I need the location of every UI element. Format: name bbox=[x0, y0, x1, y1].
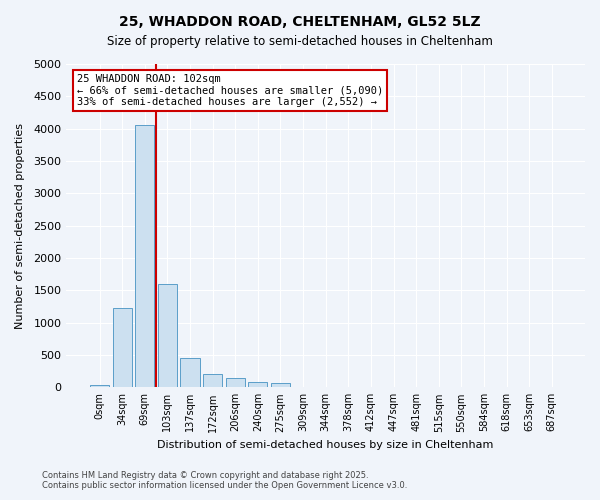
Bar bbox=[203, 374, 222, 388]
Bar bbox=[181, 358, 200, 388]
Text: Contains HM Land Registry data © Crown copyright and database right 2025.
Contai: Contains HM Land Registry data © Crown c… bbox=[42, 470, 407, 490]
Y-axis label: Number of semi-detached properties: Number of semi-detached properties bbox=[15, 122, 25, 328]
Bar bbox=[248, 382, 268, 388]
Bar bbox=[158, 284, 177, 388]
Bar bbox=[226, 378, 245, 388]
X-axis label: Distribution of semi-detached houses by size in Cheltenham: Distribution of semi-detached houses by … bbox=[157, 440, 494, 450]
Bar bbox=[113, 308, 132, 388]
Bar bbox=[90, 386, 109, 388]
Text: 25, WHADDON ROAD, CHELTENHAM, GL52 5LZ: 25, WHADDON ROAD, CHELTENHAM, GL52 5LZ bbox=[119, 15, 481, 29]
Text: 25 WHADDON ROAD: 102sqm
← 66% of semi-detached houses are smaller (5,090)
33% of: 25 WHADDON ROAD: 102sqm ← 66% of semi-de… bbox=[77, 74, 383, 107]
Bar bbox=[135, 126, 154, 388]
Bar bbox=[271, 384, 290, 388]
Text: Size of property relative to semi-detached houses in Cheltenham: Size of property relative to semi-detach… bbox=[107, 35, 493, 48]
